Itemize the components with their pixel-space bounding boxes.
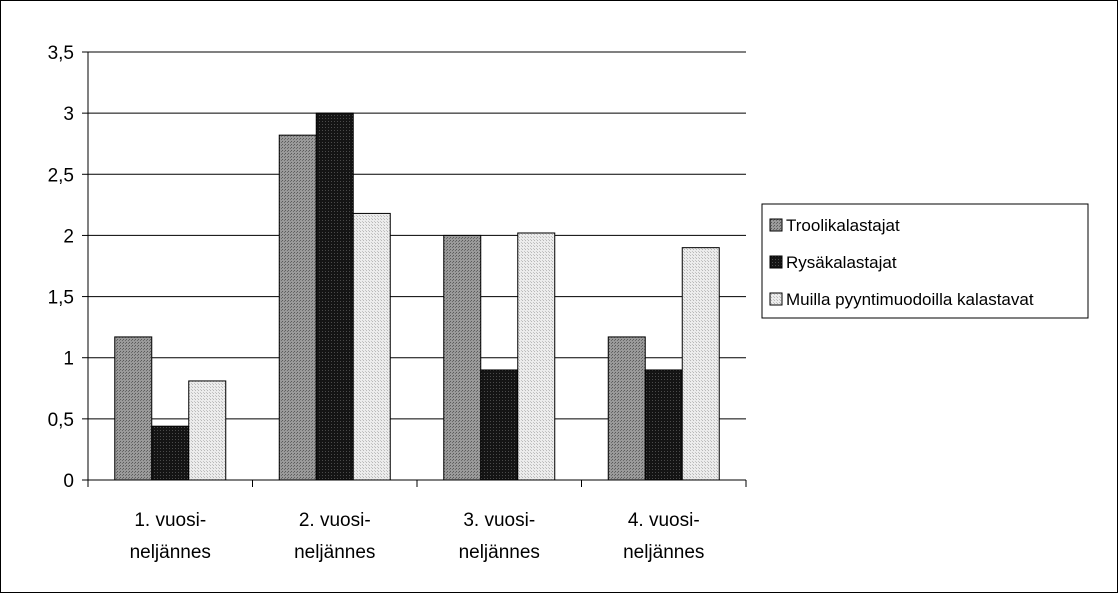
x-category-label: 4. vuosi- (628, 510, 700, 531)
legend-swatch (769, 292, 783, 306)
bar-3 (188, 380, 227, 481)
bar-2 (151, 425, 190, 481)
bar-1 (607, 336, 646, 481)
y-tick-label: 0 (63, 471, 74, 492)
y-tick-labels: 0 0,5 1 1,5 2 2,5 3 3,5 (48, 43, 74, 492)
y-tick-label: 3 (63, 104, 74, 125)
x-category-label: neljännes (623, 542, 704, 563)
x-category-label: neljännes (130, 542, 211, 563)
bars (114, 112, 720, 481)
legend-box (761, 203, 1089, 319)
bar-1 (443, 234, 482, 481)
grid-lines (88, 51, 746, 420)
y-tick-label: 2,5 (48, 165, 74, 186)
legend-swatch (769, 255, 783, 269)
legend-swatch (769, 218, 783, 232)
bar-3 (517, 232, 556, 481)
legend-label: Troolikalastajat (786, 216, 900, 235)
x-category-labels: 1. vuosi-neljännes 2. vuosi-neljännes 3. v… (130, 510, 705, 563)
x-category-label: 2. vuosi- (299, 510, 371, 531)
legend-label: Rysäkalastajat (786, 253, 897, 272)
bar-1 (278, 134, 317, 481)
y-tick-label: 2 (63, 226, 74, 247)
x-category-label: 1. vuosi- (134, 510, 206, 531)
bar-2 (315, 112, 354, 481)
bar-2 (480, 369, 519, 481)
axes (82, 51, 747, 487)
x-category-label: neljännes (459, 542, 540, 563)
y-tick-label: 1,5 (48, 288, 74, 309)
legend: Troolikalastajat Rysäkalastajat Muilla pyy… (761, 203, 1089, 319)
bar-1 (114, 336, 153, 481)
bar-2 (644, 369, 683, 481)
legend-label: Muilla pyyntimuodoilla kalastavat (786, 290, 1034, 309)
y-tick-label: 3,5 (48, 43, 74, 64)
x-category-label: 3. vuosi- (463, 510, 535, 531)
x-category-label: neljännes (294, 542, 375, 563)
y-tick-label: 1 (63, 349, 74, 370)
bar-3 (352, 212, 391, 481)
bar-3 (681, 247, 720, 481)
y-tick-label: 0,5 (48, 410, 74, 431)
